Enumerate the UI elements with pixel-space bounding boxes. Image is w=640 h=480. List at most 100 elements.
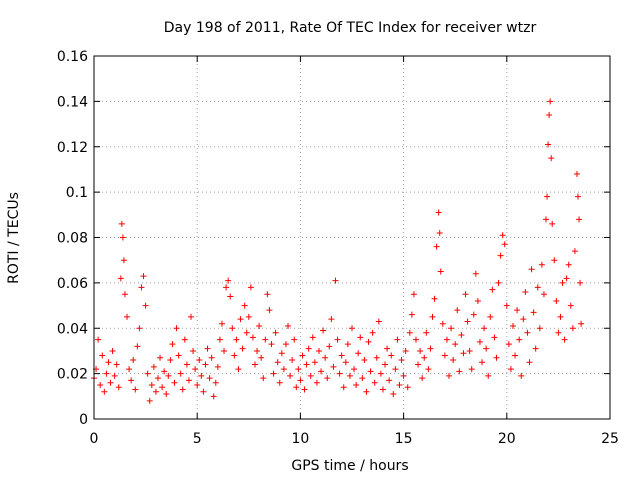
data-point (148, 381, 155, 388)
y-axis-label: ROTI / TECUs (6, 192, 22, 284)
data-point (167, 357, 174, 364)
data-point (291, 336, 298, 343)
data-point (200, 388, 207, 395)
data-point (237, 316, 244, 323)
data-point (183, 361, 190, 368)
x-tick-label: 5 (193, 431, 202, 447)
data-point (163, 391, 170, 398)
data-point (365, 338, 372, 345)
data-point (301, 386, 308, 393)
data-point (223, 284, 230, 291)
data-point (573, 170, 580, 177)
data-point (313, 379, 320, 386)
data-point (169, 341, 176, 348)
data-point (509, 322, 516, 329)
data-point (557, 313, 564, 320)
data-point (245, 313, 252, 320)
data-point (194, 381, 201, 388)
data-point (119, 234, 126, 241)
data-point (456, 368, 463, 375)
data-point (99, 352, 106, 359)
data-point (260, 375, 267, 382)
data-point (388, 352, 395, 359)
data-point (342, 359, 349, 366)
data-point (330, 363, 337, 370)
data-point (262, 336, 269, 343)
data-point (120, 257, 127, 264)
data-point (326, 343, 333, 350)
data-point (134, 343, 141, 350)
data-point (577, 279, 584, 286)
data-point (466, 347, 473, 354)
data-point (532, 345, 539, 352)
data-point (196, 357, 203, 364)
data-point (272, 329, 279, 336)
data-point (464, 318, 471, 325)
data-point (384, 345, 391, 352)
data-point (437, 268, 444, 275)
data-point (392, 366, 399, 373)
y-tick-label: 0 (79, 412, 88, 428)
data-point (514, 307, 521, 314)
data-point (346, 372, 353, 379)
data-point (436, 229, 443, 236)
data-point (146, 397, 153, 404)
data-point (512, 352, 519, 359)
data-point (208, 354, 215, 361)
data-point (443, 336, 450, 343)
data-point (538, 261, 545, 268)
data-point (493, 354, 500, 361)
data-point (299, 352, 306, 359)
data-point (318, 368, 325, 375)
data-point (270, 370, 277, 377)
data-point (561, 336, 568, 343)
data-point (507, 366, 514, 373)
data-point (489, 286, 496, 293)
data-point (256, 322, 263, 329)
data-point (548, 155, 555, 162)
data-point (229, 325, 236, 332)
data-point (540, 291, 547, 298)
data-point (266, 307, 273, 314)
data-point (458, 332, 465, 339)
y-tick-label: 0.06 (57, 276, 88, 292)
data-point (338, 352, 345, 359)
data-point (522, 288, 529, 295)
data-point (520, 316, 527, 323)
data-point (324, 375, 331, 382)
data-point (322, 354, 329, 361)
data-point (474, 298, 481, 305)
data-point (479, 359, 486, 366)
data-point (332, 277, 339, 284)
data-point (309, 334, 316, 341)
data-point (528, 266, 535, 273)
data-point (179, 386, 186, 393)
data-point (481, 325, 488, 332)
data-point (212, 379, 219, 386)
data-point (575, 193, 582, 200)
data-point (359, 375, 366, 382)
data-point (448, 325, 455, 332)
data-point (173, 325, 180, 332)
data-point (435, 209, 442, 216)
data-point (297, 377, 304, 384)
data-point (336, 370, 343, 377)
data-point (268, 341, 275, 348)
data-point (559, 279, 566, 286)
data-point (243, 329, 250, 336)
data-point (107, 379, 114, 386)
data-point (287, 372, 294, 379)
data-point (276, 379, 283, 386)
data-point (394, 336, 401, 343)
data-point (549, 220, 556, 227)
y-tick-label: 0.14 (57, 94, 88, 110)
data-point (419, 375, 426, 382)
data-point (126, 366, 133, 373)
data-point (231, 352, 238, 359)
data-point (152, 388, 159, 395)
data-point (241, 302, 248, 309)
data-point (578, 320, 585, 327)
y-tick-label: 0.1 (66, 185, 88, 201)
data-point (282, 341, 289, 348)
data-point (386, 377, 393, 384)
